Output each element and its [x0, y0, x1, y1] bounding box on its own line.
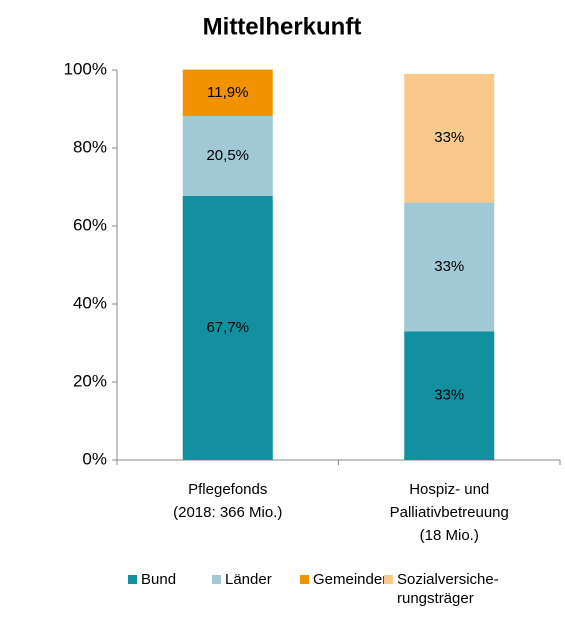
chart-title: Mittelherkunft [203, 13, 362, 40]
y-tick-label: 40% [73, 293, 107, 312]
legend-label: Gemeinden [313, 571, 391, 588]
y-tick-label: 100% [64, 59, 107, 78]
value-label: 67,7% [206, 319, 249, 336]
x-tick-label: (18 Mio.) [420, 527, 479, 544]
legend-swatch [384, 575, 393, 584]
legend-label: Bund [141, 571, 177, 588]
y-tick-label: 80% [73, 137, 107, 156]
legend-item: Länder [212, 570, 272, 589]
bar-segment [182, 69, 273, 117]
x-tick-label: (2018: 366 Mio.) [173, 504, 282, 521]
x-tick-label: Palliativbetreuung [390, 504, 509, 521]
legend-label: Länder [225, 571, 272, 588]
bar-segment [182, 116, 273, 196]
value-label: 33% [434, 129, 464, 146]
legend-swatch [212, 575, 221, 584]
legend-swatch [300, 575, 309, 584]
value-label: 20,5% [206, 147, 249, 164]
y-tick-label: 0% [82, 449, 107, 468]
legend-label: Sozialversiche-rungsträger [397, 571, 499, 607]
legend-item: Gemeinden [300, 570, 391, 589]
bar-segment [404, 73, 495, 203]
value-label: 11,9% [207, 84, 248, 101]
y-tick-label: 60% [73, 215, 107, 234]
value-label: 33% [434, 387, 464, 404]
legend-item: Bund [128, 570, 176, 589]
bar-segment [404, 202, 495, 332]
legend-item: Sozialversiche-rungsträger [384, 570, 524, 608]
y-tick-label: 20% [73, 371, 107, 390]
bar-segment [182, 195, 273, 460]
x-tick-label: Pflegefonds [188, 481, 267, 498]
bar-segment [404, 331, 495, 460]
value-label: 33% [434, 258, 464, 275]
x-tick-label: Hospiz- und [409, 481, 489, 498]
legend-swatch [128, 575, 137, 584]
